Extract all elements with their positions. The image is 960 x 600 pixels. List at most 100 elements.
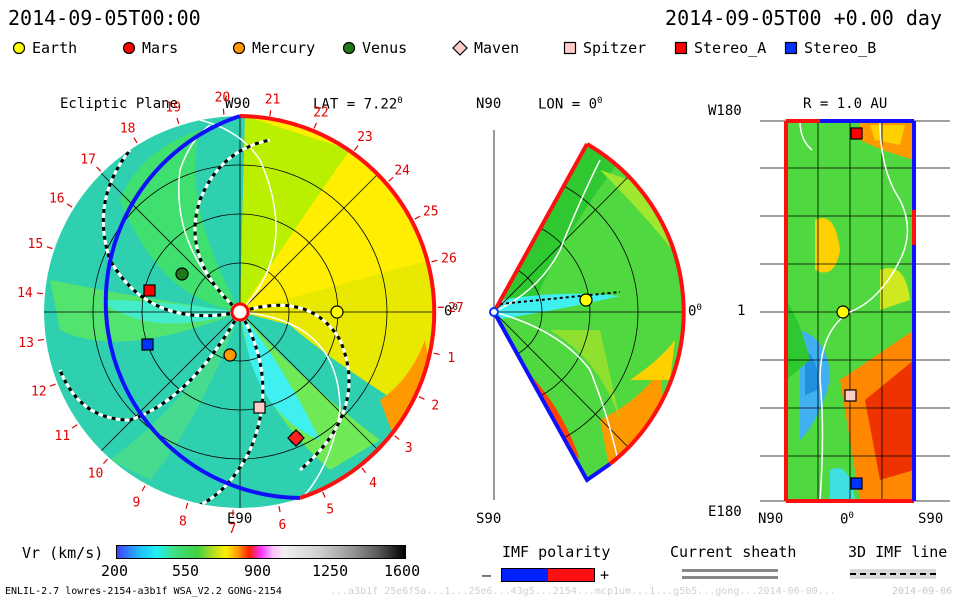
maven-marker [287, 429, 305, 447]
carrington-tick [36, 292, 43, 295]
carrington-label: 23 [357, 130, 373, 145]
legend-mars: Mars [122, 39, 178, 57]
stereo-b-marker-icon [784, 41, 798, 55]
legend-stereo-a: Stereo_A [674, 39, 766, 57]
mercury-marker-icon [232, 41, 246, 55]
spitzer-sphere-marker [844, 389, 857, 402]
colorbar [116, 545, 406, 559]
carrington-label: 7 [229, 522, 237, 537]
earth-sphere-marker [836, 305, 850, 319]
sphere-bottom-left-label: E180 [708, 504, 742, 520]
sphere-axis-s90: S90 [918, 511, 944, 527]
legend-label: Mercury [252, 39, 316, 57]
footer-date: 2014-09-06 [892, 586, 953, 597]
carrington-label: 21 [265, 92, 281, 107]
carrington-tick [322, 491, 326, 498]
carrington-label: 1 [447, 351, 455, 366]
carrington-label: 27 [448, 301, 464, 316]
carrington-label: 20 [215, 91, 231, 106]
legend-label: Earth [32, 39, 78, 57]
carrington-tick [46, 246, 53, 250]
colorbar-tick: 900 [244, 562, 272, 580]
carrington-label: 2 [431, 398, 439, 413]
carrington-tick [37, 338, 45, 341]
meridional-top-label: N90 [476, 96, 502, 112]
carrington-tick [96, 166, 102, 172]
carrington-label: 16 [49, 192, 65, 207]
carrington-label: 10 [88, 467, 104, 482]
legend-venus: Venus [342, 39, 407, 57]
stereo-a-marker [143, 284, 156, 297]
sphere-title: R = 1.0 AU [803, 96, 888, 112]
imf-polarity-bar [501, 568, 595, 582]
carrington-tick [71, 424, 78, 429]
carrington-tick [388, 176, 394, 182]
legend-label: Spitzer [583, 39, 647, 57]
carrington-tick [433, 352, 440, 356]
carrington-tick [103, 458, 108, 465]
colorbar-tick: 550 [172, 562, 200, 580]
meridional-bottom-label: S90 [476, 511, 502, 527]
earth-marker [330, 305, 344, 319]
venus-marker [175, 267, 189, 281]
mars-marker-icon [122, 41, 136, 55]
carrington-tick [49, 383, 56, 387]
stereo-a-sphere-marker [850, 127, 863, 140]
carrington-label: 5 [326, 502, 334, 517]
carrington-label: 13 [18, 336, 34, 351]
legend-label: Stereo_B [804, 39, 877, 57]
carrington-label: 17 [80, 152, 96, 167]
carrington-label: 8 [179, 514, 187, 529]
colorbar-tick: 1600 [384, 562, 421, 580]
legend-label: Maven [474, 39, 520, 57]
meridional-right-label: 00 [688, 303, 702, 320]
legend-mercury: Mercury [232, 39, 315, 57]
colorbar-tick: 1250 [312, 562, 349, 580]
elapsed-title: 2014-09-05T00 +0.00 day [665, 6, 942, 30]
sphere-top-left-label: W180 [708, 103, 742, 119]
imf-3d-label: 3D IMF line [848, 543, 948, 561]
imf-plus: + [600, 566, 610, 584]
earth-marker-icon [12, 41, 26, 55]
legend-earth: Earth [12, 39, 77, 57]
carrington-tick [269, 110, 272, 117]
spitzer-marker-icon [563, 41, 577, 55]
earth-meridional-marker [579, 293, 593, 307]
carrington-label: 25 [423, 205, 439, 220]
carrington-label: 12 [31, 385, 47, 400]
legend-stereo-b: Stereo_B [784, 39, 876, 57]
legend-label: Stereo_A [694, 39, 767, 57]
colorbar-label: Vr (km/s) [22, 544, 104, 562]
carrington-label: 6 [279, 518, 287, 533]
legend-label: Venus [362, 39, 408, 57]
carrington-tick [414, 215, 421, 220]
carrington-tick [141, 485, 146, 492]
imf-polarity-label: IMF polarity [502, 543, 611, 561]
ecliptic-lat-label: LAT = 7.220 [313, 96, 403, 113]
spitzer-marker [253, 401, 266, 414]
carrington-label: 4 [369, 476, 377, 491]
legend-spitzer: Spitzer [563, 39, 646, 57]
carrington-tick [278, 506, 281, 513]
carrington-tick [354, 145, 359, 151]
carrington-label: 24 [394, 163, 410, 178]
carrington-tick [431, 259, 438, 263]
timestamp-title: 2014-09-05T00:00 [8, 6, 201, 30]
ecliptic-right-label: 00 [444, 303, 458, 320]
ecliptic-title: Ecliptic Plane [60, 96, 179, 112]
mercury-marker [223, 348, 237, 362]
footer-model-info: ENLIL-2.7 lowres-2154-a3b1f WSA_V2.2 GON… [5, 586, 282, 597]
carrington-label: 22 [313, 106, 329, 121]
carrington-label: 9 [132, 496, 140, 511]
carrington-label: 3 [405, 441, 413, 456]
carrington-label: 15 [28, 237, 44, 252]
legend-label: Mars [142, 39, 179, 57]
ecliptic-top-label: W90 [225, 96, 251, 112]
legend-maven: Maven [452, 39, 519, 57]
carrington-tick [176, 117, 180, 124]
carrington-tick [66, 203, 73, 208]
imf-3d-swatch [850, 569, 936, 579]
carrington-tick [361, 467, 367, 474]
